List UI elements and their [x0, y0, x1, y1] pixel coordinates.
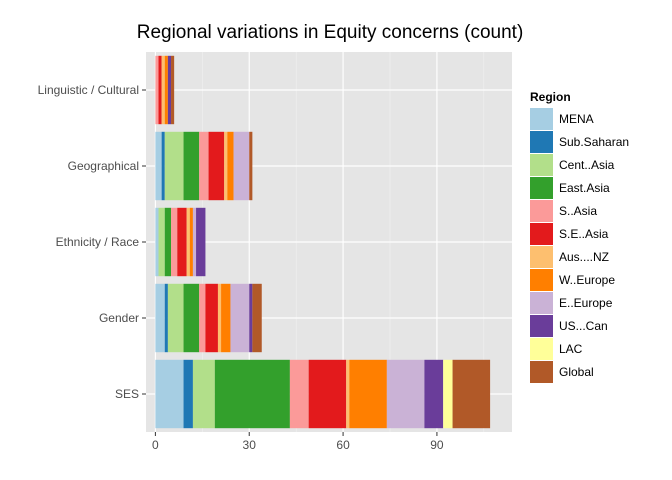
bar-segment [208, 131, 225, 201]
bar-segment [249, 283, 253, 353]
legend-label: S..Asia [559, 204, 597, 218]
legend-label: W..Europe [559, 273, 615, 287]
bar-segment [155, 283, 165, 353]
bar-segment [192, 207, 197, 277]
bar-segment [249, 131, 253, 201]
bar-segment [155, 131, 162, 201]
legend-swatch [530, 131, 553, 153]
bar-segment [224, 131, 228, 201]
bar-segment [205, 283, 218, 353]
bar-segment [217, 283, 222, 353]
bar-segment [386, 359, 425, 429]
bar-segment [164, 131, 184, 201]
legend-swatch [530, 315, 553, 337]
bar-segment [233, 131, 250, 201]
bar-segment [199, 283, 206, 353]
x-tick-label: 90 [430, 438, 444, 452]
x-tick-label: 60 [336, 438, 350, 452]
bar-segment [161, 131, 165, 201]
y-tick-label: Gender [99, 311, 139, 325]
bar-stacks [155, 55, 491, 429]
chart-title: Regional variations in Equity concerns (… [137, 22, 524, 43]
legend-swatch [530, 338, 553, 360]
legend-label: Global [559, 365, 594, 379]
y-tick-label: SES [115, 387, 139, 401]
bar-segment [171, 207, 178, 277]
bar-segment [183, 131, 200, 201]
legend-title: Region [530, 90, 571, 104]
bar-segment [349, 359, 387, 429]
bar-segment [177, 207, 187, 277]
legend-label: E..Europe [559, 296, 613, 310]
bar-segment [158, 55, 162, 125]
legend-swatch [530, 269, 553, 291]
legend-swatch [530, 108, 553, 130]
bar-segment [164, 207, 172, 277]
legend-swatch [530, 223, 553, 245]
y-tick-label: Linguistic / Cultural [38, 83, 139, 97]
legend-label: East.Asia [559, 181, 610, 195]
bar-segment [155, 207, 159, 277]
bar-segment [214, 359, 290, 429]
legend-label: MENA [559, 112, 594, 126]
bar-segment [424, 359, 444, 429]
y-tick-label: Ethnicity / Race [56, 235, 140, 249]
bar-segment [308, 359, 347, 429]
bar-segment [443, 359, 453, 429]
bar-segment [192, 359, 215, 429]
legend-label: Cent..Asia [559, 158, 615, 172]
legend-label: US...Can [559, 319, 608, 333]
bar-segment [183, 359, 193, 429]
legend-label: LAC [559, 342, 583, 356]
legend-label: Sub.Saharan [559, 135, 629, 149]
legend-swatch [530, 200, 553, 222]
bar-segment [155, 55, 159, 125]
bar-segment [171, 55, 175, 125]
bar-segment [155, 359, 184, 429]
bar-segment [199, 131, 209, 201]
x-tick-label: 0 [152, 438, 159, 452]
bar-segment [346, 359, 350, 429]
bar-segment [158, 207, 165, 277]
bar-segment [221, 283, 231, 353]
legend: MENA Sub.Saharan Cent..Asia East.Asia S..Asi… [530, 108, 629, 383]
bar-segment [164, 55, 168, 125]
y-axis: SES Gender Ethnicity / Race Geographical Lin… [38, 83, 146, 401]
bar-segment [167, 55, 172, 125]
bar-segment [452, 359, 491, 429]
bar-segment [230, 283, 250, 353]
bar-segment [289, 359, 309, 429]
legend-swatch [530, 292, 553, 314]
bar-segment [164, 283, 168, 353]
legend-swatch [530, 361, 553, 383]
x-axis: 0 30 60 90 [152, 432, 444, 452]
bar-segment [252, 283, 262, 353]
legend-label: Aus....NZ [559, 250, 609, 264]
x-tick-label: 30 [243, 438, 257, 452]
bar-segment [227, 131, 234, 201]
bar-segment [189, 207, 193, 277]
bar-segment [196, 207, 206, 277]
legend-label: S.E..Asia [559, 227, 609, 241]
bar-segment [183, 283, 200, 353]
bar-segment [186, 207, 190, 277]
bar-segment [161, 55, 165, 125]
bar-segment [167, 283, 184, 353]
y-tick-label: Geographical [68, 159, 139, 173]
legend-swatch [530, 177, 553, 199]
legend-swatch [530, 154, 553, 176]
legend-swatch [530, 246, 553, 268]
